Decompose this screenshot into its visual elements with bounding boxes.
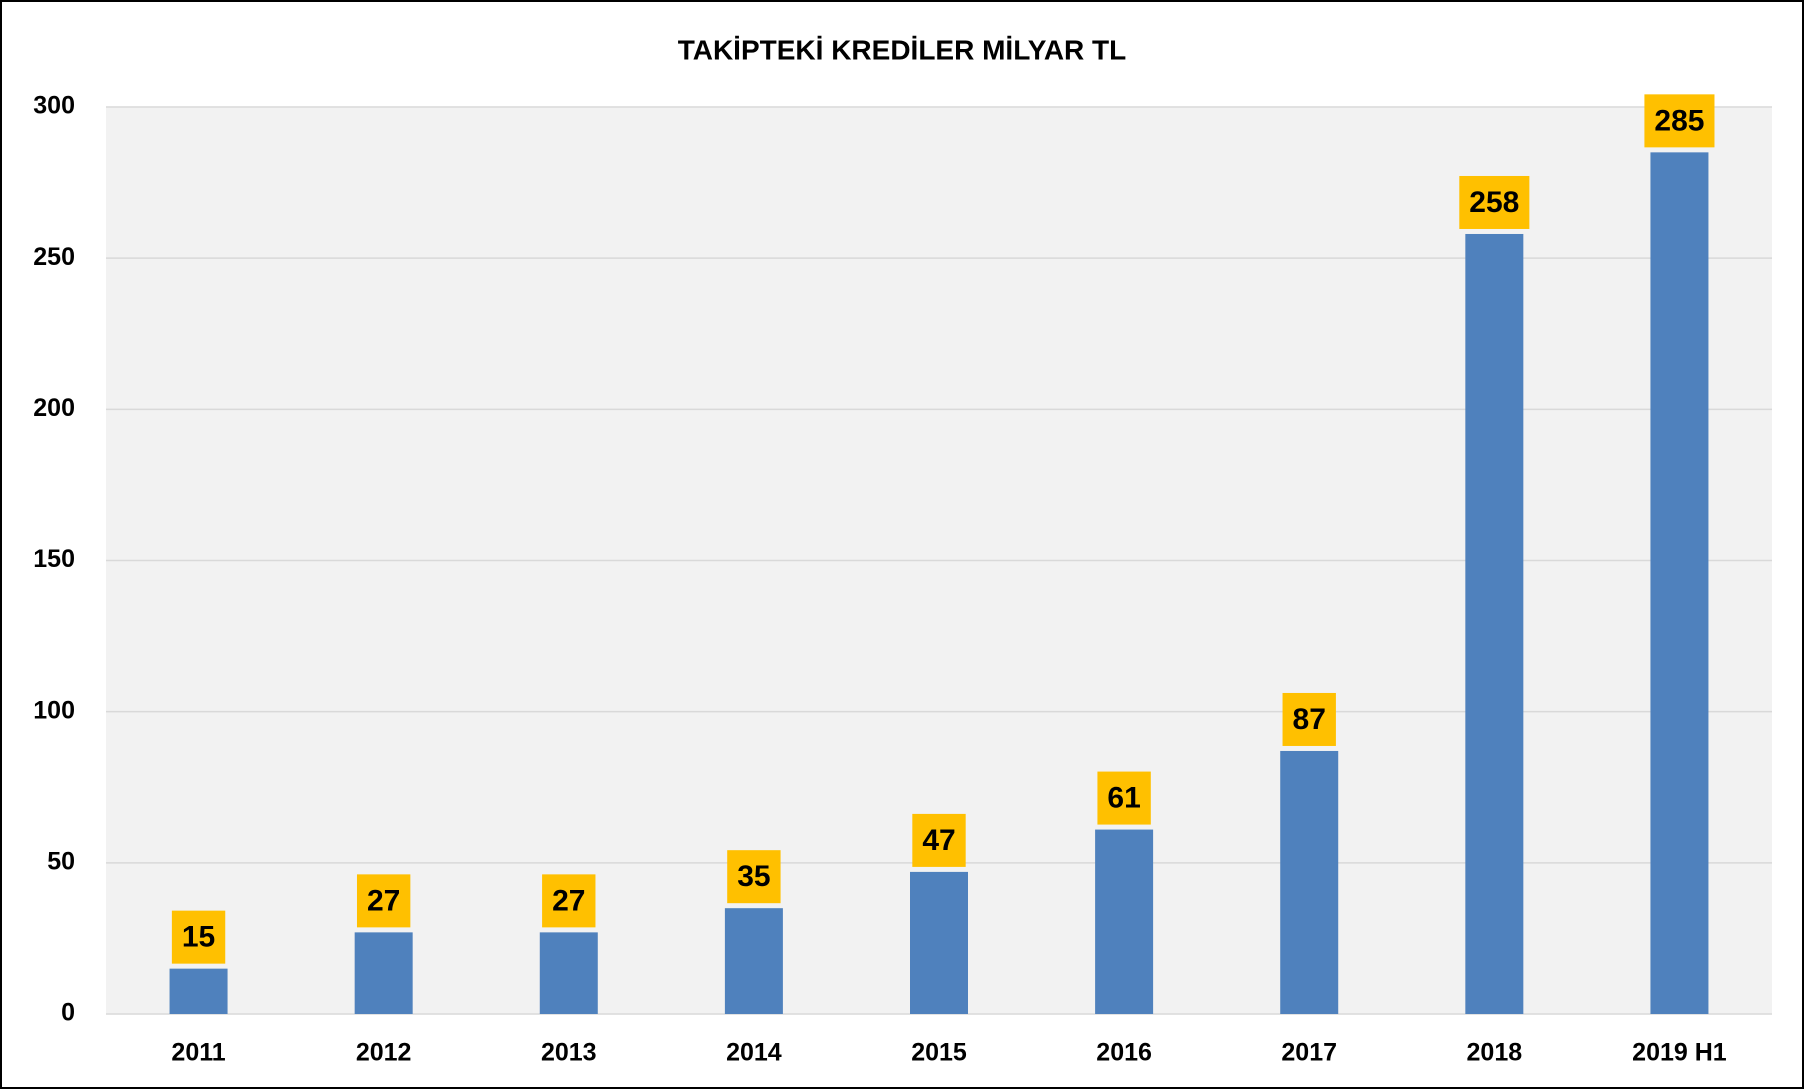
x-tick-label: 2012 <box>356 1039 412 1067</box>
data-label-box <box>171 910 226 964</box>
bar <box>354 932 413 1014</box>
chart-title: TAKİPTEKİ KREDİLER MİLYAR TL <box>678 34 1127 65</box>
bar <box>724 908 783 1014</box>
x-tick-label: 2019 H1 <box>1632 1039 1727 1067</box>
data-label-box <box>1097 771 1151 825</box>
x-tick-label: 2014 <box>726 1039 782 1067</box>
y-tick-label: 300 <box>33 92 75 120</box>
x-tick-label: 2018 <box>1467 1039 1523 1067</box>
data-label-box <box>1644 94 1715 148</box>
x-tick-label: 2013 <box>541 1039 597 1067</box>
bar <box>1650 152 1709 1015</box>
x-tick-label: 2017 <box>1281 1039 1337 1067</box>
data-label-box <box>356 874 411 928</box>
y-tick-label: 0 <box>61 999 75 1027</box>
data-label-box <box>1282 692 1336 746</box>
data-label-box <box>542 874 596 928</box>
data-label: 61 <box>1107 781 1140 814</box>
bar <box>1095 829 1154 1014</box>
data-label: 27 <box>367 884 400 917</box>
data-label-box <box>912 813 966 867</box>
data-label-box <box>1459 175 1530 229</box>
data-label: 285 <box>1654 104 1704 137</box>
data-label: 47 <box>922 824 955 857</box>
bar <box>910 871 968 1014</box>
data-label: 15 <box>182 921 215 954</box>
data-label: 35 <box>737 860 770 893</box>
bar <box>1280 750 1339 1014</box>
bar <box>169 968 228 1014</box>
y-tick-label: 200 <box>33 394 75 422</box>
data-label: 258 <box>1469 186 1519 219</box>
y-tick-label: 100 <box>33 696 75 724</box>
x-tick-label: 2016 <box>1096 1039 1152 1067</box>
data-label-box <box>727 850 781 904</box>
bar <box>1465 233 1524 1015</box>
x-tick-label: 2011 <box>171 1039 225 1067</box>
y-tick-label: 150 <box>33 545 75 573</box>
y-tick-label: 50 <box>47 847 75 875</box>
x-tick-label: 2015 <box>911 1039 967 1067</box>
bar <box>539 932 598 1014</box>
y-tick-label: 250 <box>33 243 75 271</box>
data-label: 27 <box>552 884 585 917</box>
data-label: 87 <box>1293 703 1326 736</box>
